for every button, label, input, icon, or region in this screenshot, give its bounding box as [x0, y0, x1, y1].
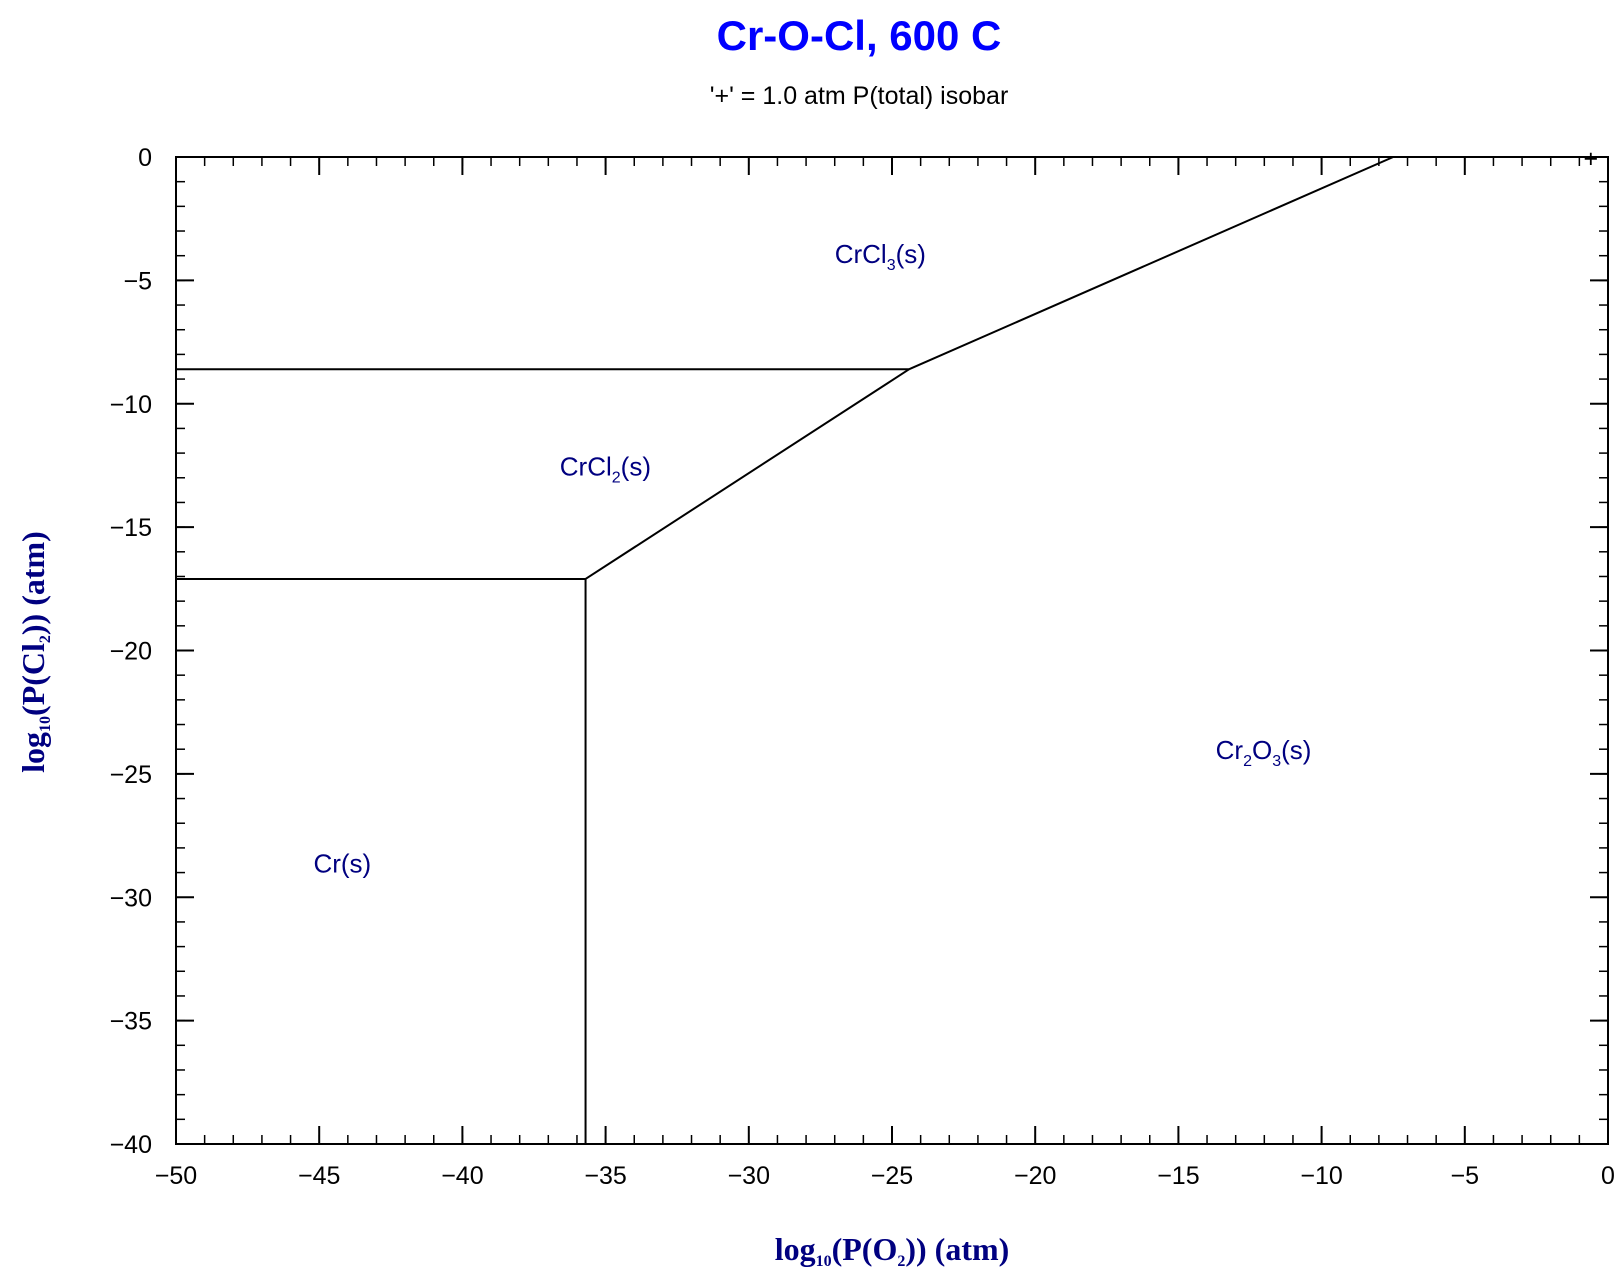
minor-ticks: [175, 156, 1609, 1145]
region-label-part: O: [1252, 735, 1272, 765]
region-labels: CrCl3(s)CrCl2(s)Cr2O3(s)Cr(s): [313, 239, 1311, 878]
region-label-part: CrCl: [560, 451, 612, 481]
y-tick-label: −15: [110, 514, 152, 542]
y-axis-label-part: (P(Cl: [15, 643, 51, 716]
y-tick-label: −40: [110, 1131, 152, 1159]
x-tick-label: −30: [728, 1162, 770, 1190]
x-tick-label: −10: [1300, 1162, 1342, 1190]
chart-subtitle: '+' = 1.0 atm P(total) isobar: [710, 82, 1009, 110]
y-axis-label-subscript: 10: [37, 716, 54, 732]
x-tick-label: −25: [871, 1162, 913, 1190]
major-ticks: [175, 156, 1609, 1145]
y-tick-label: −10: [110, 391, 152, 419]
region-label-part: Cr(s): [313, 849, 371, 879]
phase-region-label: Cr(s): [313, 849, 371, 879]
x-axis-label-subscript: 10: [816, 1253, 832, 1270]
phase-region-label: CrCl3(s): [835, 239, 926, 274]
x-tick-label: −35: [584, 1162, 626, 1190]
y-tick-label: −25: [110, 761, 152, 789]
x-tick-label: −5: [1451, 1162, 1480, 1190]
y-axis-label-part: log: [15, 732, 51, 773]
y-axis-label-part: )) (atm): [15, 531, 51, 635]
x-tick-label: −45: [298, 1162, 340, 1190]
x-tick-labels: −50 −45 −40 −35 −30 −25 −20 −15 −10 −5 0: [155, 1162, 1615, 1190]
y-tick-label: 0: [138, 144, 152, 172]
region-label-subscript: 2: [1243, 753, 1252, 770]
x-tick-label: −40: [441, 1162, 483, 1190]
plot-frame: [175, 156, 1609, 1145]
isobar-marker: +: [1584, 145, 1599, 173]
y-tick-label: −35: [110, 1008, 152, 1036]
phase-region-label: CrCl2(s): [560, 451, 651, 486]
y-tick-label: −30: [110, 884, 152, 912]
y-tick-labels: 0 −5 −10 −15 −20 −25 −30 −35 −40: [110, 144, 152, 1159]
isobar-marker-group: +: [1584, 145, 1599, 173]
phase-region-label: Cr2O3(s): [1216, 735, 1312, 770]
region-label-part: (s): [896, 239, 926, 269]
y-tick-label: −5: [123, 267, 152, 295]
region-label-part: (s): [621, 451, 651, 481]
x-tick-label: 0: [1601, 1162, 1615, 1190]
x-axis-label-part: (P(O: [832, 1231, 898, 1267]
y-axis-label-subscript: 2: [37, 635, 54, 643]
region-label-subscript: 2: [612, 469, 621, 486]
x-axis-label-part: )) (atm): [905, 1231, 1009, 1267]
x-tick-label: −20: [1014, 1162, 1056, 1190]
y-tick-label: −20: [110, 638, 152, 666]
region-label-part: Cr: [1216, 735, 1244, 765]
region-label-subscript: 3: [887, 257, 896, 274]
chart-title: Cr-O-Cl, 600 C: [717, 12, 1002, 59]
region-label-part: CrCl: [835, 239, 887, 269]
x-axis-label: log10(P(O2)) (atm): [775, 1231, 1010, 1270]
x-tick-label: −50: [155, 1162, 197, 1190]
phase-boundary-line: [585, 368, 910, 580]
x-axis-label-part: log: [775, 1231, 816, 1267]
region-label-part: (s): [1281, 735, 1311, 765]
phase-boundary-line: [908, 156, 1394, 371]
region-label-subscript: 3: [1272, 753, 1281, 770]
y-axis-label: log10(P(Cl2)) (atm): [15, 531, 54, 773]
x-tick-label: −15: [1157, 1162, 1199, 1190]
phase-boundaries: [176, 156, 1394, 1144]
x-axis-label-subscript: 2: [897, 1253, 905, 1270]
